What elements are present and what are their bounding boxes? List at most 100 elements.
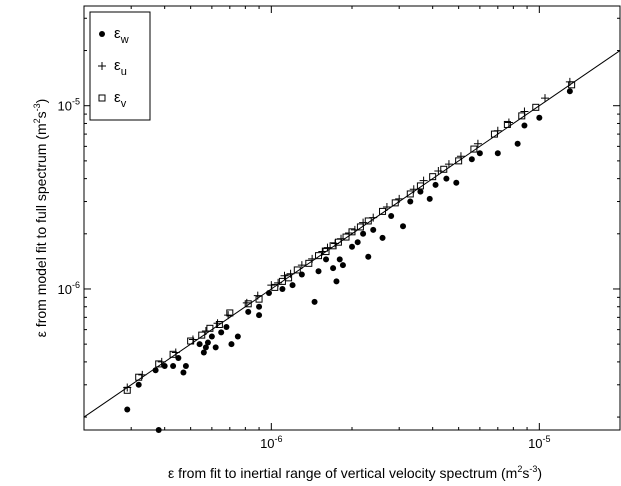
data-point-v <box>455 157 463 165</box>
y-axis-label: ε from model fit to full spectrum (m2s-3… <box>32 99 49 338</box>
data-point-u <box>188 335 197 344</box>
data-point-w <box>124 406 131 413</box>
data-point-w <box>330 265 337 272</box>
data-point-v <box>305 259 313 267</box>
data-point-v <box>271 283 279 291</box>
y-tick-label: 10-5 <box>58 97 80 114</box>
data-point-v <box>440 165 448 173</box>
data-point-v <box>406 190 414 198</box>
data-point-w <box>566 88 573 95</box>
legend-entry-v: εv <box>98 89 127 110</box>
data-point-w <box>514 140 521 147</box>
axis-ticks: 10-6 10-5 10-6 10-5 <box>58 6 620 451</box>
data-point-v <box>206 324 214 332</box>
data-point-w <box>432 181 439 188</box>
data-point-w <box>161 362 168 369</box>
data-point-v <box>123 386 131 394</box>
data-point-w <box>175 355 182 362</box>
data-point-v <box>334 238 342 246</box>
plot-marks <box>83 50 621 433</box>
legend: εw εu εv <box>89 11 151 121</box>
data-point-w <box>336 256 343 263</box>
data-point-u <box>382 203 391 212</box>
data-point-w <box>468 156 475 163</box>
data-point-v <box>315 252 323 260</box>
data-point-w <box>521 122 528 129</box>
data-point-v <box>285 274 293 282</box>
data-point-w <box>196 341 203 348</box>
data-point-w <box>234 333 241 340</box>
data-point-v <box>503 120 511 128</box>
data-point-w <box>204 339 211 346</box>
data-point-v <box>416 182 424 190</box>
data-point-w <box>200 349 207 356</box>
data-point-w <box>426 195 433 202</box>
data-point-u <box>318 247 327 256</box>
data-point-w <box>182 362 189 369</box>
one-to-one-line <box>83 50 621 418</box>
data-point-v <box>391 199 399 207</box>
data-point-w <box>379 234 386 241</box>
data-point-w <box>365 253 372 260</box>
data-point-w <box>443 175 450 182</box>
data-point-u <box>242 298 251 307</box>
legend-label-u: εu <box>114 57 127 78</box>
data-point-v <box>155 360 163 368</box>
data-point-v <box>342 233 350 241</box>
data-point-w <box>212 344 219 351</box>
data-point-w <box>349 243 355 250</box>
data-point-v <box>169 350 177 358</box>
data-point-w <box>135 381 142 388</box>
data-point-u <box>444 160 453 169</box>
data-point-v <box>278 277 286 285</box>
data-point-u <box>138 370 147 379</box>
data-point-v <box>518 112 526 120</box>
data-point-w <box>388 213 395 220</box>
data-point-w <box>333 278 340 285</box>
data-point-v <box>470 145 478 153</box>
data-point-w <box>494 150 501 157</box>
data-point-u <box>541 94 550 103</box>
data-point-u <box>297 261 306 270</box>
data-point-w <box>354 239 361 246</box>
data-point-u <box>224 311 233 320</box>
data-point-v <box>429 173 437 181</box>
legend-label-w: εw <box>114 25 129 46</box>
data-point-w <box>311 298 318 305</box>
data-point-u <box>473 139 482 148</box>
data-point-w <box>223 324 230 331</box>
data-point-v <box>329 242 337 250</box>
y-tick-label: 10-6 <box>58 280 80 297</box>
data-point-w <box>218 329 225 336</box>
data-point-u <box>456 152 465 161</box>
data-point-w <box>400 223 407 230</box>
data-point-w <box>298 271 305 278</box>
data-point-u <box>253 291 262 300</box>
data-point-v <box>322 248 330 256</box>
data-point-u <box>213 319 222 328</box>
data-point-w <box>417 188 424 195</box>
legend-label-v: εv <box>114 89 127 110</box>
series-w <box>124 88 573 433</box>
data-point-v <box>244 300 252 308</box>
data-point-w <box>208 333 215 340</box>
data-point-v <box>348 228 356 236</box>
data-point-w <box>453 179 460 186</box>
data-point-v <box>255 295 263 303</box>
data-point-v <box>532 103 540 111</box>
data-point-v <box>198 331 206 339</box>
data-point-w <box>228 341 235 348</box>
data-point-w <box>536 114 543 121</box>
data-point-w <box>476 150 483 157</box>
data-point-v <box>364 217 372 225</box>
data-point-w <box>370 226 377 233</box>
data-point-w <box>323 256 330 263</box>
data-point-w <box>245 308 252 315</box>
data-point-v <box>187 337 195 345</box>
legend-entry-w: εw <box>99 25 129 46</box>
data-point-w <box>360 230 367 237</box>
data-point-w <box>289 282 296 289</box>
data-point-w <box>279 285 286 292</box>
legend-entry-u: εu <box>98 57 127 78</box>
